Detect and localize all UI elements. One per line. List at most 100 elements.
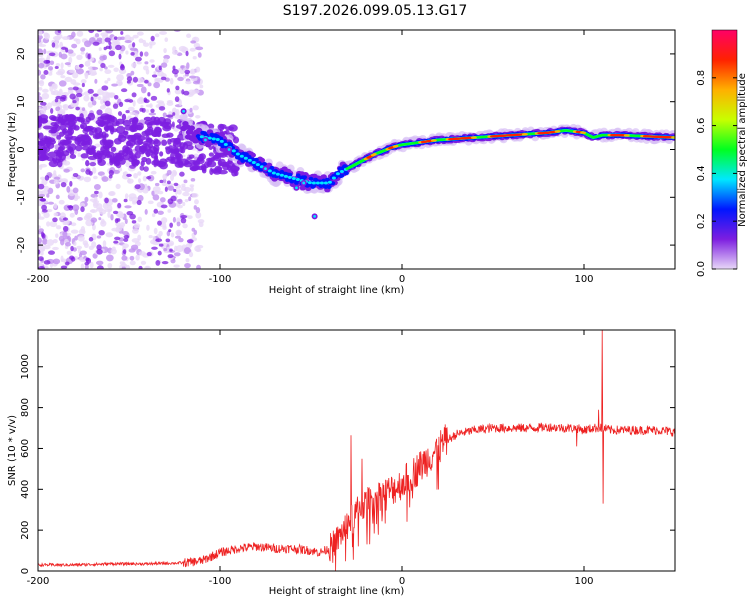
spectrogram-noise-dot [139, 165, 145, 171]
spectrogram-noise-dot [118, 101, 124, 108]
spectrogram-noise-dot [121, 255, 128, 261]
spectrogram-noise-dot [129, 47, 138, 51]
spectrogram-noise-dot [113, 67, 119, 73]
spectrogram-noise-dot [58, 80, 67, 87]
spectrogram-noise-dot [38, 216, 45, 220]
spectrogram-noise-dot [162, 178, 167, 183]
spectrogram-band-dot [183, 162, 193, 168]
spectrogram-noise-dot [88, 237, 94, 242]
spectrogram-band-dot [159, 151, 164, 157]
spectrogram-noise-dot [60, 181, 67, 188]
colorbar-tick-label: 0.2 [696, 213, 707, 229]
spectrogram-noise-dot [111, 227, 119, 232]
spectrogram-noise-dot [102, 91, 110, 99]
spectrogram-noise-dot [191, 193, 199, 198]
spectrogram-noise-dot [76, 245, 83, 250]
spectrogram-noise-dot [146, 252, 152, 257]
spectrogram-noise-dot [108, 93, 115, 98]
spectrogram-noise-dot [132, 100, 136, 107]
spectrogram-noise-dot [41, 204, 47, 211]
spectrogram-band-dot [161, 139, 168, 146]
spectrogram-noise-dot [68, 205, 74, 211]
spectrogram-noise-dot [134, 241, 141, 247]
spectrogram-band-dot [80, 135, 85, 142]
spectrogram-noise-dot [180, 65, 185, 69]
spectrogram-noise-dot [113, 36, 118, 41]
spectrogram-noise-dot [145, 68, 150, 75]
spectrogram-ridge-blue [254, 157, 259, 162]
spectrogram-noise-dot [79, 202, 86, 208]
spectrogram-noise-dot [46, 239, 54, 246]
spectrogram-band-dot [152, 119, 162, 125]
spectrogram-blob-core [302, 181, 306, 185]
spectrogram-ridge-cyan [319, 181, 324, 185]
spectrogram-xlabel: Height of straight line (km) [269, 285, 405, 296]
spectrogram-noise-dot [80, 168, 86, 173]
spectrogram-noise-dot [39, 79, 45, 87]
spectrogram-noise-dot [166, 114, 174, 118]
spectrogram-ridge-hot [625, 134, 630, 137]
spectrogram-noise-dot [89, 198, 97, 202]
spectrogram-noise-dot [49, 221, 58, 228]
spectrogram-noise-dot [158, 243, 164, 247]
spectrogram-noise-dot [43, 244, 51, 250]
spectrogram-noise-dot [80, 79, 87, 84]
spectrogram-noise-dot [178, 67, 183, 72]
spectrogram-noise-dot [178, 237, 184, 243]
spectrogram-noise-dot [166, 230, 171, 237]
spectrogram-band-dot [122, 145, 130, 153]
spectrogram-ytick-label: 0 [16, 146, 27, 152]
spectrogram-noise-dot [195, 115, 201, 119]
spectrogram-noise-dot [147, 200, 154, 205]
spectrogram-noise-dot [158, 106, 166, 111]
spectrogram-noise-dot [115, 183, 121, 190]
spectrogram-band-dot [161, 122, 169, 128]
spectrogram-noise-dot [88, 170, 93, 176]
spectrogram-noise-dot [93, 202, 100, 207]
spectrogram-noise-dot [54, 98, 59, 103]
spectrogram-band-dot [165, 146, 172, 155]
spectrogram-noise-dot [40, 101, 47, 106]
spectrogram-noise-dot [114, 236, 121, 241]
spectrogram-noise-dot [102, 202, 109, 210]
spectrogram-band-dot [56, 118, 66, 123]
snr-ytick-label: 1000 [20, 354, 31, 379]
spectrogram-noise-dot [150, 95, 158, 101]
spectrogram-noise-dot [138, 251, 146, 256]
spectrogram-noise-dot [105, 232, 114, 238]
spectrogram-noise-dot [92, 167, 97, 174]
spectrogram-noise-dot [171, 68, 179, 75]
spectrogram-noise-dot [62, 36, 70, 41]
spectrogram-noise-dot [192, 105, 199, 111]
spectrogram-band-dot [118, 150, 125, 156]
spectrogram-noise-dot [167, 198, 174, 205]
spectrogram-noise-dot [69, 255, 75, 260]
spectrogram-band-dot [119, 157, 126, 165]
spectrogram-noise-dot [107, 64, 115, 68]
spectrogram-band-dot [105, 154, 113, 159]
spectrogram-noise-dot [163, 47, 167, 54]
spectrogram-noise-dot [60, 62, 64, 69]
spectrogram-noise-dot [96, 235, 102, 239]
spectrogram-xtick-label: -200 [27, 274, 50, 285]
spectrogram-noise-dot [166, 180, 171, 185]
spectrogram-band-dot [73, 125, 80, 131]
spectrogram-noise-dot [53, 203, 58, 209]
spectrogram-noise-dot [182, 223, 188, 229]
spectrogram-band-dot [79, 113, 84, 121]
spectrogram-noise-dot [52, 258, 61, 265]
spectrogram-noise-dot [47, 250, 55, 255]
spectrogram-noise-dot [127, 115, 132, 119]
spectrogram-band-dot [224, 129, 230, 136]
spectrogram-noise-dot [153, 82, 161, 89]
spectrogram-noise-dot [76, 30, 84, 37]
spectrogram-noise-dot [111, 83, 118, 87]
spectrogram-noise-dot [122, 261, 126, 267]
spectrogram-ridge-blue [295, 173, 301, 178]
spectrogram-ridge-blue [284, 177, 290, 182]
spectrogram-band-dot [100, 145, 110, 154]
spectrogram-noise-dot [107, 211, 111, 218]
spectrogram-noise-dot [158, 230, 163, 237]
spectrogram-noise-dot [85, 257, 92, 264]
